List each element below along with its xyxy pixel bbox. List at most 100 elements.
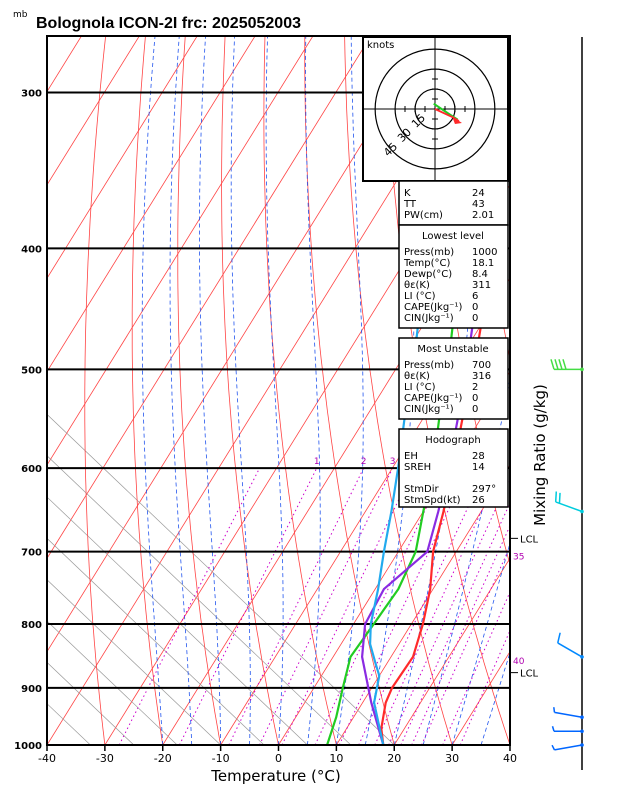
mixing-ratio-line (401, 468, 526, 745)
wind-barb-flag (554, 707, 555, 712)
stat-key: CIN(Jkg⁻¹) (404, 313, 454, 324)
stat-key: PW(cm) (404, 210, 443, 221)
isotherm-line (0, 0, 358, 745)
wind-barb (552, 743, 584, 750)
moist-adiabat-line (266, 0, 283, 745)
mixing-ratio-line (412, 468, 536, 745)
x-tick-label: 10 (329, 752, 343, 765)
stat-key: TT (403, 199, 417, 210)
stat-key: EH (404, 451, 418, 462)
stat-key: K (404, 188, 411, 199)
stat-value: 28 (472, 451, 485, 462)
wind-barb-flag (551, 359, 554, 369)
wind-barb (553, 726, 584, 733)
x-tick-label: -30 (96, 752, 114, 765)
x-tick-label: 30 (445, 752, 459, 765)
mixing-ratio-line (119, 468, 259, 745)
pressure-tick-label: 900 (21, 684, 42, 695)
skew-grid-line (0, 174, 177, 745)
wind-barb-flag (556, 492, 557, 502)
x-axis-label: Temperature (°C) (210, 767, 340, 785)
mixing-ratio-label: 25 (559, 457, 570, 467)
wind-barb-shaft (558, 643, 582, 657)
stat-value: 0 (472, 404, 478, 415)
theta-e-label: 40 (513, 657, 525, 667)
wind-barb-shaft (554, 712, 582, 717)
pressure-tick-label: 800 (21, 620, 42, 631)
hodograph-units-label: knots (367, 40, 394, 51)
wind-barb-flag (559, 493, 560, 503)
x-tick-label: 0 (275, 752, 282, 765)
stat-value: 1000 (472, 247, 497, 258)
skew-grid-line (0, 174, 134, 745)
stat-value: 26 (472, 495, 485, 506)
stat-key: CAPE(Jkg⁻¹) (404, 393, 462, 404)
stat-value: 0 (472, 313, 478, 324)
wind-barb-flag (553, 726, 555, 731)
skew-grid-line (0, 174, 90, 745)
isotherm-line (105, 0, 618, 745)
wind-barb-dot (580, 743, 584, 747)
pressure-tick-label: 500 (21, 365, 42, 376)
moist-adiabat-line (231, 0, 250, 745)
wind-barb-shaft (556, 502, 582, 512)
stat-value: 0 (472, 393, 478, 404)
pressure-unit-label: mb (13, 10, 28, 20)
wind-barb (556, 492, 584, 514)
stats-panel-heading: Lowest level (422, 231, 484, 242)
wind-barb-dot (580, 729, 584, 733)
stat-value: 14 (472, 462, 485, 473)
stat-key: CIN(Jkg⁻¹) (404, 404, 454, 415)
stat-value: 2 (472, 382, 478, 393)
pressure-tick-label: 1000 (14, 741, 42, 752)
wind-barb-shaft (554, 745, 582, 750)
x-tick-label: -10 (212, 752, 230, 765)
dry-adiabat-line (557, 0, 618, 745)
stat-value: 700 (472, 360, 491, 371)
wind-barb-flag (552, 745, 554, 750)
stat-key: StmDir (404, 484, 439, 495)
pressure-tick-label: 700 (21, 548, 42, 559)
moist-adiabat-line (336, 0, 363, 745)
stat-key: θε(K) (404, 280, 430, 291)
moist-adiabat-line (306, 0, 321, 745)
dry-adiabat-line (524, 0, 618, 745)
stat-value: 6 (472, 291, 478, 302)
mixing-ratio-axis-label: Mixing Ratio (g/kg) (531, 384, 549, 526)
stat-value: 0 (472, 302, 478, 313)
stat-key: Temp(°C) (403, 258, 451, 269)
stat-key: CAPE(Jkg⁻¹) (404, 302, 462, 313)
skew-grid-line (0, 174, 351, 745)
wind-barb-flag (555, 359, 558, 369)
stat-key: LI (°C) (404, 382, 436, 393)
wind-barb-flag (558, 633, 560, 643)
stat-value: 311 (472, 280, 491, 291)
stat-value: 8.4 (472, 269, 488, 280)
stats-panel-heading: Hodograph (425, 435, 480, 446)
stat-key: LI (°C) (404, 291, 436, 302)
stat-key: Dewp(°C) (404, 269, 452, 280)
pressure-tick-label: 600 (21, 464, 42, 475)
stat-key: Press(mb) (404, 247, 454, 258)
x-tick-label: -20 (154, 752, 172, 765)
wind-barb-flag (559, 359, 562, 369)
isotherm-line (510, 0, 618, 745)
wind-barb-flag (563, 359, 566, 369)
x-tick-label: 40 (503, 752, 517, 765)
mixing-ratio-line (422, 468, 546, 745)
stat-key: SREH (404, 462, 431, 473)
x-tick-label: 20 (387, 752, 401, 765)
stat-key: StmSpd(kt) (404, 495, 461, 506)
stat-value: 2.01 (472, 210, 494, 221)
chart-title: Bolognola ICON-2I frc: 2025052003 (36, 15, 301, 32)
stat-value: 24 (472, 188, 485, 199)
stats-panel-heading: Most Unstable (417, 344, 488, 355)
stat-value: 316 (472, 371, 491, 382)
wind-barb (558, 633, 584, 659)
mixing-ratio-line (460, 468, 581, 745)
stat-value: 297° (472, 484, 496, 495)
pressure-tick-label: 400 (21, 244, 42, 255)
x-tick-label: -40 (38, 752, 56, 765)
lcl-label: LCL (520, 669, 539, 680)
theta-e-label: 35 (513, 553, 524, 563)
